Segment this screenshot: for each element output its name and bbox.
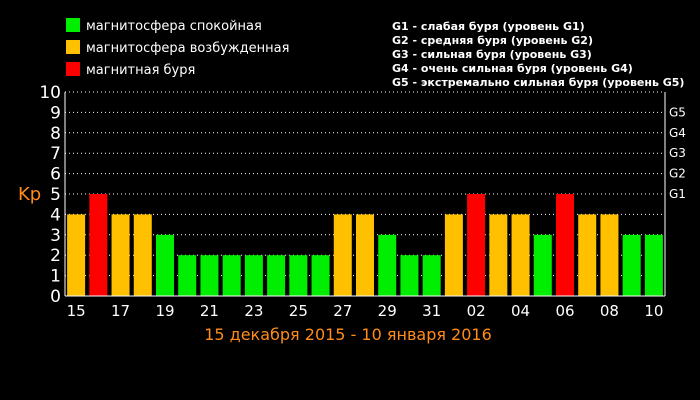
y-tick-label: 5 (50, 185, 61, 205)
storm-levels: G1 - слабая буря (уровень G1) G2 - средн… (392, 20, 684, 89)
bar (356, 214, 374, 296)
x-tick-label: 10 (644, 302, 663, 320)
legend: магнитосфера спокойная магнитосфера возб… (66, 18, 289, 78)
y-tick-label: 6 (50, 165, 61, 185)
bar (111, 214, 130, 296)
y-tick-label: 7 (50, 144, 61, 164)
bar (578, 214, 597, 296)
bar (289, 255, 308, 296)
bar (200, 255, 219, 296)
y-tick-label: 4 (50, 205, 61, 225)
bar (178, 255, 197, 296)
bar (444, 214, 463, 296)
bar (400, 255, 419, 296)
bar (333, 214, 352, 296)
legend-label-storm: магнитная буря (86, 63, 195, 78)
x-tick-label: 23 (244, 302, 263, 320)
x-tick-label: 19 (155, 302, 174, 320)
g-level-tick-label: G3 (669, 146, 686, 160)
x-tick-label: 25 (289, 302, 308, 320)
x-tick-label: 17 (111, 302, 130, 320)
storm-level-g3: G3 - сильная буря (уровень G3) (392, 48, 592, 61)
storm-level-g2: G2 - средняя буря (уровень G2) (392, 34, 593, 47)
x-tick-label: 31 (422, 302, 441, 320)
bar (244, 255, 263, 296)
legend-label-quiet: магнитосфера спокойная (86, 19, 262, 34)
g-level-tick-label: G5 (669, 105, 686, 119)
y-axis-title: Kp (18, 184, 41, 205)
x-tick-label: 15 (67, 302, 86, 320)
x-axis-title: 15 декабря 2015 - 10 января 2016 (204, 325, 492, 344)
x-tick-label: 06 (555, 302, 574, 320)
bar (89, 194, 108, 296)
bar (311, 255, 330, 296)
legend-swatch-active (66, 40, 80, 54)
x-tick-label: 04 (511, 302, 530, 320)
g-level-tick-label: G1 (669, 187, 686, 201)
bar (133, 214, 152, 296)
x-tick-label: 29 (378, 302, 397, 320)
y-tick-label: 1 (50, 267, 61, 287)
storm-level-g5: G5 - экстремально сильная буря (уровень … (392, 76, 684, 89)
y-tick-label: 2 (50, 246, 61, 266)
bar (222, 255, 241, 296)
bar (156, 234, 174, 296)
g-level-tick-label: G4 (669, 126, 686, 140)
storm-level-g4: G4 - очень сильная буря (уровень G4) (392, 62, 633, 75)
legend-label-active: магнитосфера возбужденная (86, 41, 289, 56)
g-level-tick-labels: G1 G2 G3 G4 G5 (669, 105, 686, 201)
y-tick-label: 0 (50, 287, 61, 307)
bars (67, 194, 663, 296)
bar (600, 214, 619, 296)
bar (533, 234, 552, 296)
y-tick-label: 3 (50, 226, 61, 246)
x-tick-label: 08 (600, 302, 619, 320)
y-tick-label: 10 (39, 83, 61, 103)
x-tick-labels: 15 17 19 21 23 25 27 29 31 02 04 06 08 10 (67, 302, 664, 320)
bar (422, 255, 441, 296)
legend-swatch-quiet (66, 18, 80, 32)
bar (67, 214, 86, 296)
bar (467, 194, 486, 296)
g-level-tick-label: G2 (669, 167, 686, 181)
bar (267, 255, 286, 296)
legend-swatch-storm (66, 62, 80, 76)
bar (644, 234, 663, 296)
x-tick-label: 21 (200, 302, 219, 320)
bar (511, 214, 530, 296)
bar (489, 214, 508, 296)
storm-level-g1: G1 - слабая буря (уровень G1) (392, 20, 585, 33)
axes (64, 92, 666, 297)
bar (556, 194, 574, 296)
x-tick-label: 27 (333, 302, 352, 320)
y-tick-label: 8 (50, 124, 61, 144)
y-tick-label: 9 (50, 103, 61, 123)
x-tick-label: 02 (467, 302, 486, 320)
bar (378, 234, 397, 296)
bar (622, 234, 641, 296)
